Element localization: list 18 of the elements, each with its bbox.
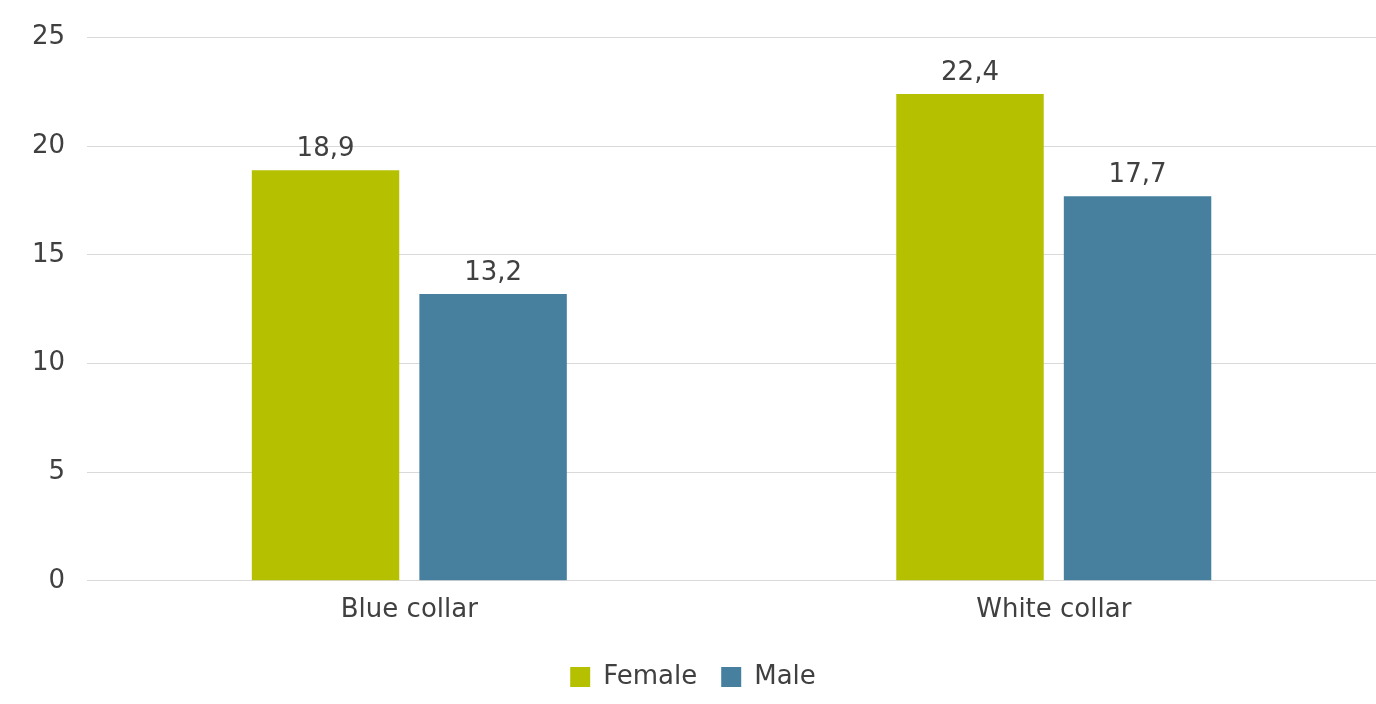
data-label: 18,9	[296, 131, 355, 162]
x-tick-label: White collar	[976, 593, 1132, 624]
data-label: 22,4	[941, 55, 999, 86]
bar	[419, 293, 567, 581]
legend-label: Female	[603, 659, 698, 690]
y-tick-label: 15	[31, 237, 66, 268]
legend-label: Male	[754, 659, 816, 690]
y-tick-label: 10	[31, 346, 66, 377]
data-label: 17,7	[1108, 157, 1167, 188]
x-tick-label: Blue collar	[340, 593, 479, 624]
bar	[896, 94, 1044, 581]
data-label: 13,2	[464, 255, 523, 286]
y-tick-label: 25	[31, 20, 66, 51]
bar	[251, 170, 400, 581]
y-tick-label: 0	[48, 563, 66, 594]
bar	[1063, 196, 1212, 581]
y-tick-label: 5	[48, 454, 66, 485]
y-tick-label: 20	[31, 128, 66, 159]
